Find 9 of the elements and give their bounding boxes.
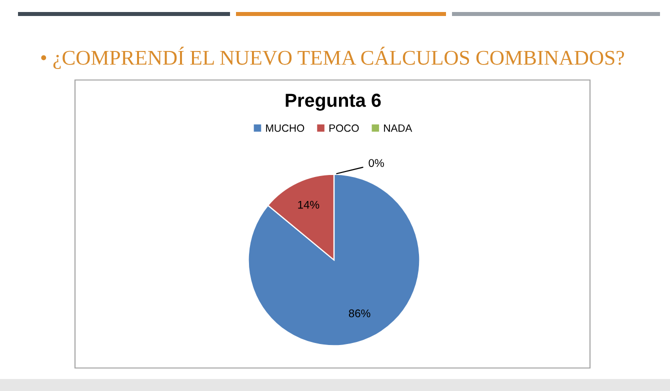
- data-label: 86%: [348, 309, 370, 318]
- legend-label: MUCHO: [266, 124, 304, 132]
- chart-subtitle: Pregunta 6: [286, 94, 381, 111]
- data-label: 14%: [298, 200, 320, 209]
- chart-title: • ¿COMPRENDÍ EL NUEVO TEMA CÁLCULOS COMBINADOS?: [41, 46, 624, 69]
- legend-label: NADA: [384, 124, 412, 132]
- pie-slice: [248, 174, 420, 346]
- legend-label: POCO: [329, 124, 359, 132]
- text: 0%: [368, 159, 384, 167]
